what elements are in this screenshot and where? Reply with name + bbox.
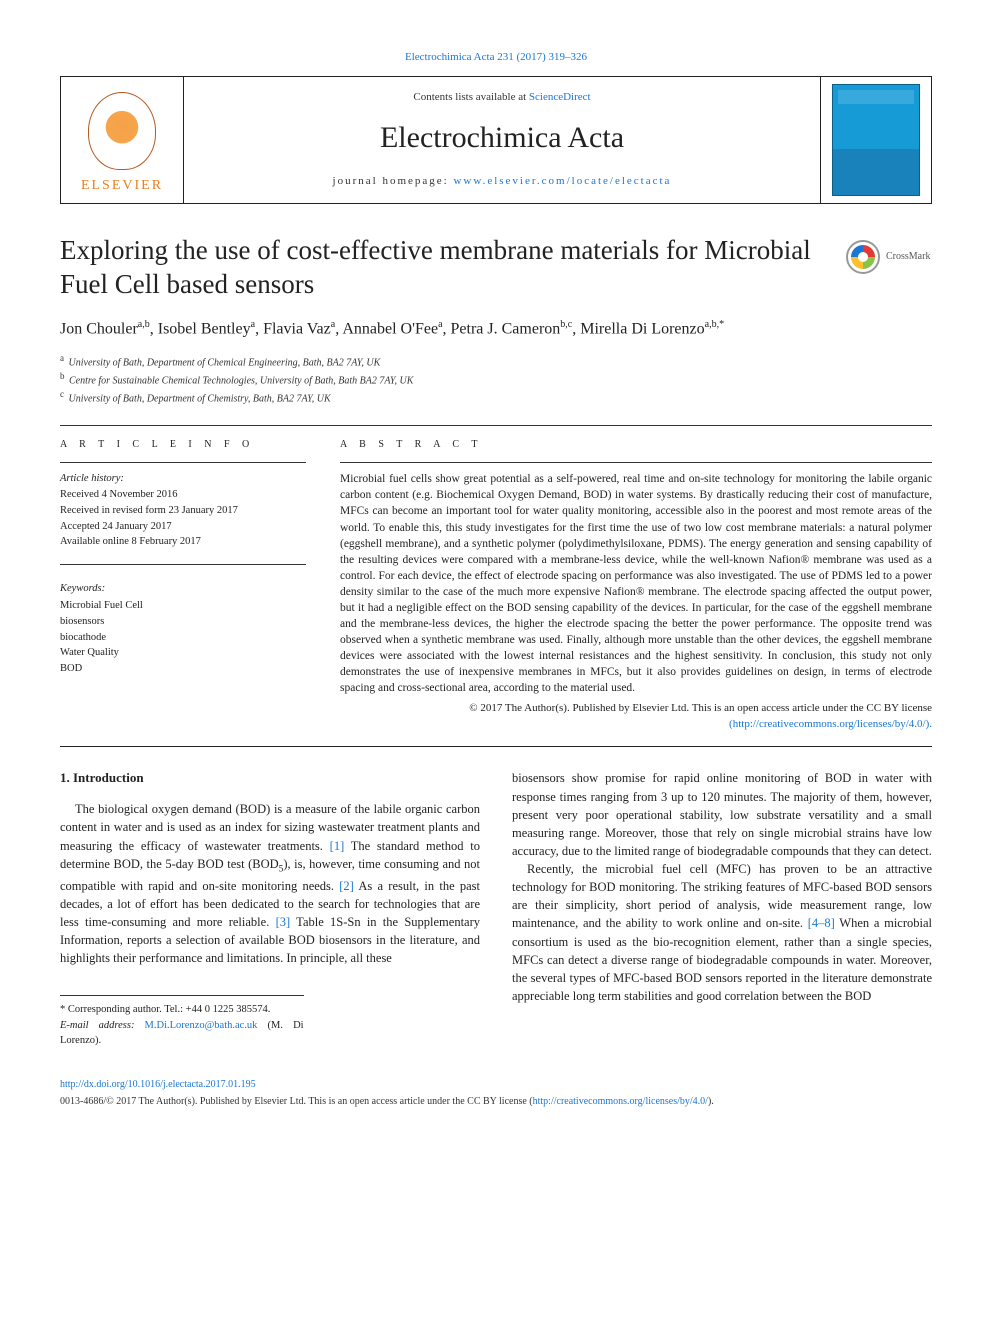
article-body: 1. Introduction The biological oxygen de…	[60, 769, 932, 1048]
citation-link[interactable]: [3]	[276, 915, 291, 929]
crossmark-label: CrossMark	[886, 250, 930, 265]
elsevier-tree-icon	[88, 92, 156, 170]
journal-citation: Electrochimica Acta 231 (2017) 319–326	[60, 50, 932, 66]
corresponding-email-link[interactable]: M.Di.Lorenzo@bath.ac.uk	[145, 1020, 258, 1031]
journal-cover-cell	[821, 77, 931, 203]
crossmark-icon	[846, 240, 880, 274]
body-paragraph: biosensors show promise for rapid online…	[512, 769, 932, 860]
abstract-heading: A B S T R A C T	[340, 438, 932, 453]
footer-cc-link[interactable]: http://creativecommons.org/licenses/by/4…	[533, 1096, 708, 1107]
cc-license-link[interactable]: (http://creativecommons.org/licenses/by/…	[729, 718, 932, 730]
footer-copyright: 0013-4686/© 2017 The Author(s). Publishe…	[60, 1095, 932, 1110]
body-paragraph: Recently, the microbial fuel cell (MFC) …	[512, 860, 932, 1005]
keywords-label: Keywords:	[60, 581, 306, 596]
affiliation-line: b Centre for Sustainable Chemical Techno…	[60, 370, 932, 388]
doi-link[interactable]: http://dx.doi.org/10.1016/j.electacta.20…	[60, 1079, 256, 1090]
history-line: Available online 8 February 2017	[60, 534, 306, 550]
history-line: Received in revised form 23 January 2017	[60, 503, 306, 519]
page-footer: http://dx.doi.org/10.1016/j.electacta.20…	[60, 1078, 932, 1109]
citation-link[interactable]: [1]	[330, 839, 345, 853]
info-rule-2	[60, 564, 306, 565]
citation-link[interactable]: [2]	[339, 879, 354, 893]
elsevier-wordmark: ELSEVIER	[81, 176, 163, 196]
body-paragraph: The biological oxygen demand (BOD) is a …	[60, 800, 480, 967]
body-top-rule	[60, 746, 932, 747]
contents-line: Contents lists available at ScienceDirec…	[413, 90, 590, 106]
abstract-text: Microbial fuel cells show great potentia…	[340, 471, 932, 696]
article-info-column: A R T I C L E I N F O Article history: R…	[60, 438, 306, 733]
abstract-column: A B S T R A C T Microbial fuel cells sho…	[340, 438, 932, 733]
keywords-list: Microbial Fuel CellbiosensorsbiocathodeW…	[60, 598, 306, 677]
corresponding-author-footnote: * Corresponding author. Tel.: +44 0 1225…	[60, 995, 304, 1048]
section-rule	[60, 425, 932, 426]
journal-name: Electrochimica Acta	[380, 116, 624, 160]
keyword-item: BOD	[60, 661, 306, 677]
elsevier-logo: ELSEVIER	[72, 84, 172, 196]
journal-homepage-line: journal homepage: www.elsevier.com/locat…	[333, 174, 672, 190]
keyword-item: Water Quality	[60, 645, 306, 661]
history-line: Accepted 24 January 2017	[60, 519, 306, 535]
copyright-line: © 2017 The Author(s). Published by Elsev…	[340, 701, 932, 733]
section-heading-introduction: 1. Introduction	[60, 769, 480, 788]
affiliation-line: a University of Bath, Department of Chem…	[60, 352, 932, 370]
authors-line: Jon Choulera,b, Isobel Bentleya, Flavia …	[60, 317, 932, 341]
publisher-logo-cell: ELSEVIER	[61, 77, 183, 203]
article-history: Article history: Received 4 November 201…	[60, 471, 306, 550]
corresponding-email-line: E-mail address: M.Di.Lorenzo@bath.ac.uk …	[60, 1018, 304, 1048]
affiliations: a University of Bath, Department of Chem…	[60, 352, 932, 407]
history-line: Received 4 November 2016	[60, 487, 306, 503]
corresponding-tel: * Corresponding author. Tel.: +44 0 1225…	[60, 1002, 304, 1017]
masthead-center: Contents lists available at ScienceDirec…	[183, 77, 821, 203]
keyword-item: biocathode	[60, 630, 306, 646]
article-info-heading: A R T I C L E I N F O	[60, 438, 306, 453]
journal-cover-thumbnail	[832, 84, 920, 196]
info-rule	[60, 462, 306, 463]
article-title: Exploring the use of cost-effective memb…	[60, 234, 932, 302]
keyword-item: Microbial Fuel Cell	[60, 598, 306, 614]
abstract-rule	[340, 462, 932, 463]
affiliation-line: c University of Bath, Department of Chem…	[60, 388, 932, 406]
journal-citation-link[interactable]: Electrochimica Acta 231 (2017) 319–326	[405, 51, 587, 63]
masthead: ELSEVIER Contents lists available at Sci…	[60, 76, 932, 204]
keyword-item: biosensors	[60, 614, 306, 630]
citation-link[interactable]: [4–8]	[808, 916, 835, 930]
sciencedirect-link[interactable]: ScienceDirect	[529, 91, 591, 103]
journal-homepage-link[interactable]: www.elsevier.com/locate/electacta	[453, 175, 671, 187]
history-label: Article history:	[60, 471, 306, 487]
crossmark-badge[interactable]: CrossMark	[846, 240, 938, 274]
